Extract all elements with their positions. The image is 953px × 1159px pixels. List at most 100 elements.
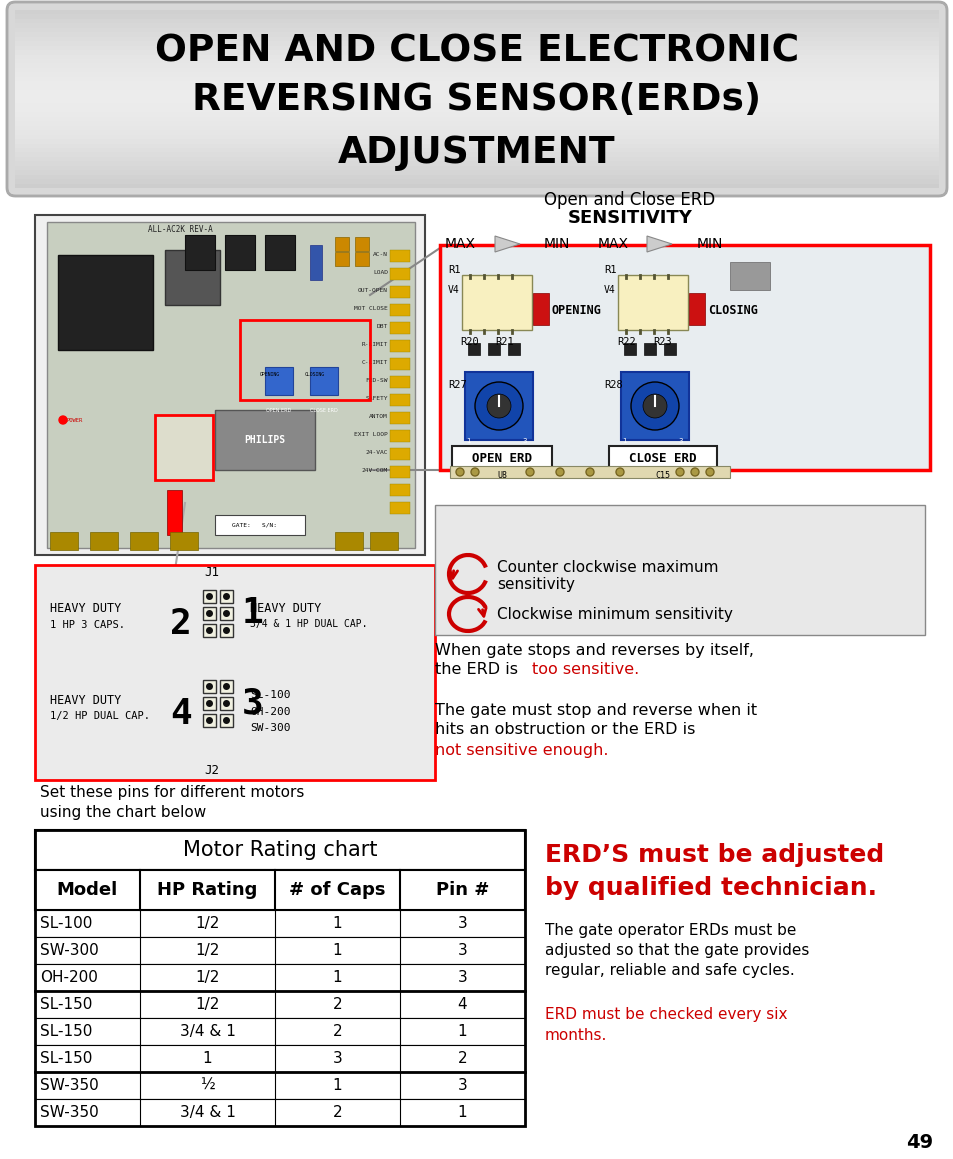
Text: CLOSING: CLOSING <box>305 372 325 378</box>
Text: OPEN ERD: OPEN ERD <box>266 408 292 413</box>
Text: 3: 3 <box>678 438 682 444</box>
Text: 2: 2 <box>333 997 342 1012</box>
Bar <box>335 236 349 252</box>
Text: R1: R1 <box>448 265 460 275</box>
Bar <box>35 1018 524 1045</box>
Bar <box>390 304 410 316</box>
Bar <box>15 166 938 170</box>
Bar <box>15 37 938 42</box>
Text: POWER: POWER <box>67 417 83 423</box>
Bar <box>15 170 938 175</box>
Text: GATE:   S/N:: GATE: S/N: <box>233 523 277 527</box>
Text: J2: J2 <box>204 764 219 777</box>
Text: adjusted so that the gate provides: adjusted so that the gate provides <box>544 942 808 957</box>
Text: OUT-OPEN: OUT-OPEN <box>357 289 388 293</box>
Bar <box>265 235 294 270</box>
Text: R21: R21 <box>495 337 514 347</box>
Text: Clockwise minimum sensitivity: Clockwise minimum sensitivity <box>497 606 732 621</box>
Bar <box>15 161 938 166</box>
Text: ADJUSTMENT: ADJUSTMENT <box>337 134 616 172</box>
Text: too sensitive.: too sensitive. <box>532 663 639 678</box>
Bar <box>265 367 293 395</box>
Text: by qualified technician.: by qualified technician. <box>544 876 876 901</box>
Bar <box>220 590 233 603</box>
Text: C-LIMIT: C-LIMIT <box>361 360 388 365</box>
Text: OPEN AND CLOSE ELECTRONIC: OPEN AND CLOSE ELECTRONIC <box>154 34 799 70</box>
Bar <box>203 680 215 693</box>
Bar <box>390 340 410 352</box>
Text: 3: 3 <box>333 1051 342 1066</box>
Bar <box>390 268 410 280</box>
Bar <box>15 99 938 103</box>
Text: SL-150: SL-150 <box>40 1025 92 1038</box>
Text: U8: U8 <box>497 472 506 481</box>
Bar <box>335 532 363 551</box>
Text: AC-N: AC-N <box>373 253 388 257</box>
Text: using the chart below: using the chart below <box>40 804 206 819</box>
Bar <box>450 466 729 478</box>
Bar <box>165 250 220 305</box>
Text: not sensitive enough.: not sensitive enough. <box>435 743 608 758</box>
Text: MAX: MAX <box>444 236 476 252</box>
Text: 3: 3 <box>522 438 526 444</box>
Bar <box>240 320 370 400</box>
Text: 1: 1 <box>457 1105 467 1120</box>
Text: HEAVY DUTY: HEAVY DUTY <box>50 693 121 707</box>
Bar <box>390 250 410 262</box>
Bar <box>608 446 717 471</box>
Text: ALL-AC2K REV-A: ALL-AC2K REV-A <box>148 226 213 234</box>
Text: 1: 1 <box>465 438 470 444</box>
Text: 24-VAC: 24-VAC <box>365 451 388 455</box>
Bar <box>225 235 254 270</box>
Text: EXIT LOOP: EXIT LOOP <box>354 432 388 437</box>
Bar <box>35 991 524 1018</box>
Bar <box>35 870 524 910</box>
Bar <box>15 68 938 72</box>
Text: Model: Model <box>57 881 118 899</box>
Bar <box>15 90 938 95</box>
Text: SW-300: SW-300 <box>40 943 99 958</box>
Text: 3/4 & 1: 3/4 & 1 <box>179 1105 235 1120</box>
Bar <box>15 86 938 90</box>
Bar <box>15 175 938 180</box>
Text: 3/4 & 1: 3/4 & 1 <box>179 1025 235 1038</box>
Bar <box>15 152 938 156</box>
Bar <box>390 376 410 388</box>
Bar <box>15 95 938 99</box>
Bar <box>390 449 410 460</box>
Bar <box>203 607 215 620</box>
Bar <box>390 411 410 424</box>
Bar <box>488 343 499 355</box>
Circle shape <box>630 382 679 430</box>
Circle shape <box>556 468 563 476</box>
Bar <box>220 697 233 710</box>
Circle shape <box>223 627 230 634</box>
Bar <box>15 19 938 23</box>
Polygon shape <box>495 236 519 252</box>
Text: SW-350: SW-350 <box>40 1078 99 1093</box>
Bar <box>15 59 938 64</box>
Text: R20: R20 <box>459 337 478 347</box>
Text: SL-100: SL-100 <box>40 916 92 931</box>
Text: regular, reliable and safe cycles.: regular, reliable and safe cycles. <box>544 962 794 977</box>
Text: MAX: MAX <box>598 236 628 252</box>
Bar <box>620 372 688 440</box>
Circle shape <box>676 468 683 476</box>
Text: CLOSING: CLOSING <box>707 304 757 316</box>
Text: ERD must be checked every six: ERD must be checked every six <box>544 1007 786 1022</box>
Circle shape <box>206 717 213 724</box>
Text: sensitivity: sensitivity <box>497 577 575 592</box>
Text: The gate operator ERDs must be: The gate operator ERDs must be <box>544 923 796 938</box>
Bar <box>15 122 938 125</box>
Text: ANTOM: ANTOM <box>369 415 388 420</box>
Bar <box>35 936 524 964</box>
Text: Motor Rating chart: Motor Rating chart <box>183 840 376 860</box>
Circle shape <box>456 468 463 476</box>
Text: Open and Close ERD: Open and Close ERD <box>544 191 715 209</box>
Text: V4: V4 <box>603 285 615 296</box>
Text: OPEN ERD: OPEN ERD <box>472 452 532 465</box>
Bar <box>58 255 152 350</box>
Bar <box>663 343 676 355</box>
Text: 1/2 HP DUAL CAP.: 1/2 HP DUAL CAP. <box>50 710 150 721</box>
Bar <box>35 830 524 1127</box>
